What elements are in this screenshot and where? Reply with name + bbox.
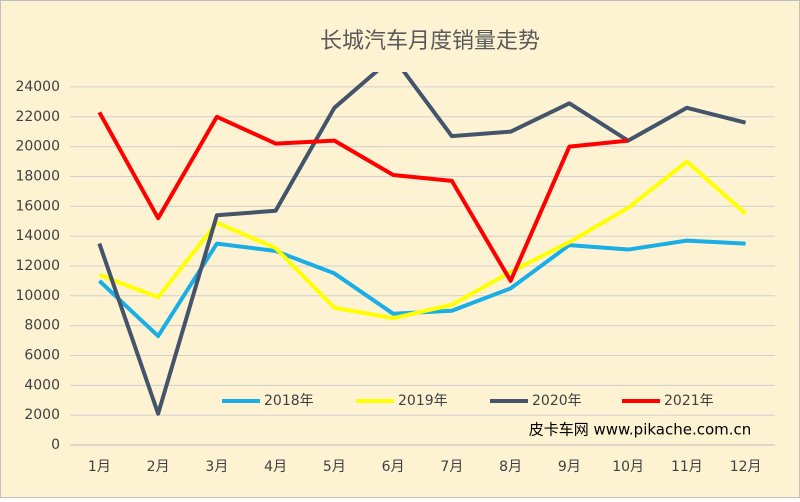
x-tick-label: 7月	[440, 459, 463, 475]
x-tick-label: 1月	[88, 459, 111, 475]
y-tick-label: 4000	[24, 377, 60, 393]
y-tick-label: 20000	[15, 139, 60, 155]
y-tick-label: 10000	[15, 288, 60, 304]
x-tick-label: 9月	[558, 459, 581, 475]
x-tick-label: 11月	[671, 459, 703, 475]
legend-label: 2021年	[664, 393, 714, 409]
y-tick-label: 12000	[15, 258, 60, 274]
y-tick-label: 0	[51, 437, 60, 453]
x-tick-label: 5月	[323, 459, 346, 475]
plot-lines	[97, 72, 747, 416]
x-tick-label: 12月	[730, 459, 762, 475]
watermark: 皮卡车网 www.pikache.com.cn	[529, 421, 752, 439]
y-tick-label: 18000	[15, 168, 60, 184]
y-tick-label: 24000	[15, 79, 60, 95]
y-tick-label: 2000	[24, 407, 60, 423]
y-tick-label: 14000	[15, 228, 60, 244]
y-tick-label: 16000	[15, 198, 60, 214]
x-tick-label: 6月	[382, 459, 405, 475]
y-tick-label: 6000	[24, 347, 60, 363]
series-line	[97, 111, 629, 283]
x-tick-label: 8月	[499, 459, 522, 475]
x-tick-label: 4月	[264, 459, 287, 475]
y-tick-label: 22000	[15, 109, 60, 125]
x-tick-label: 10月	[612, 459, 644, 475]
series-line	[97, 72, 747, 416]
legend-label: 2020年	[532, 393, 582, 409]
legend-label: 2018年	[264, 393, 314, 409]
legend-label: 2019年	[398, 393, 448, 409]
x-tick-label: 3月	[205, 459, 228, 475]
series-line	[98, 159, 747, 321]
x-tick-label: 2月	[147, 459, 170, 475]
chart-title: 长城汽车月度销量走势	[320, 29, 540, 54]
y-tick-label: 8000	[24, 318, 60, 334]
